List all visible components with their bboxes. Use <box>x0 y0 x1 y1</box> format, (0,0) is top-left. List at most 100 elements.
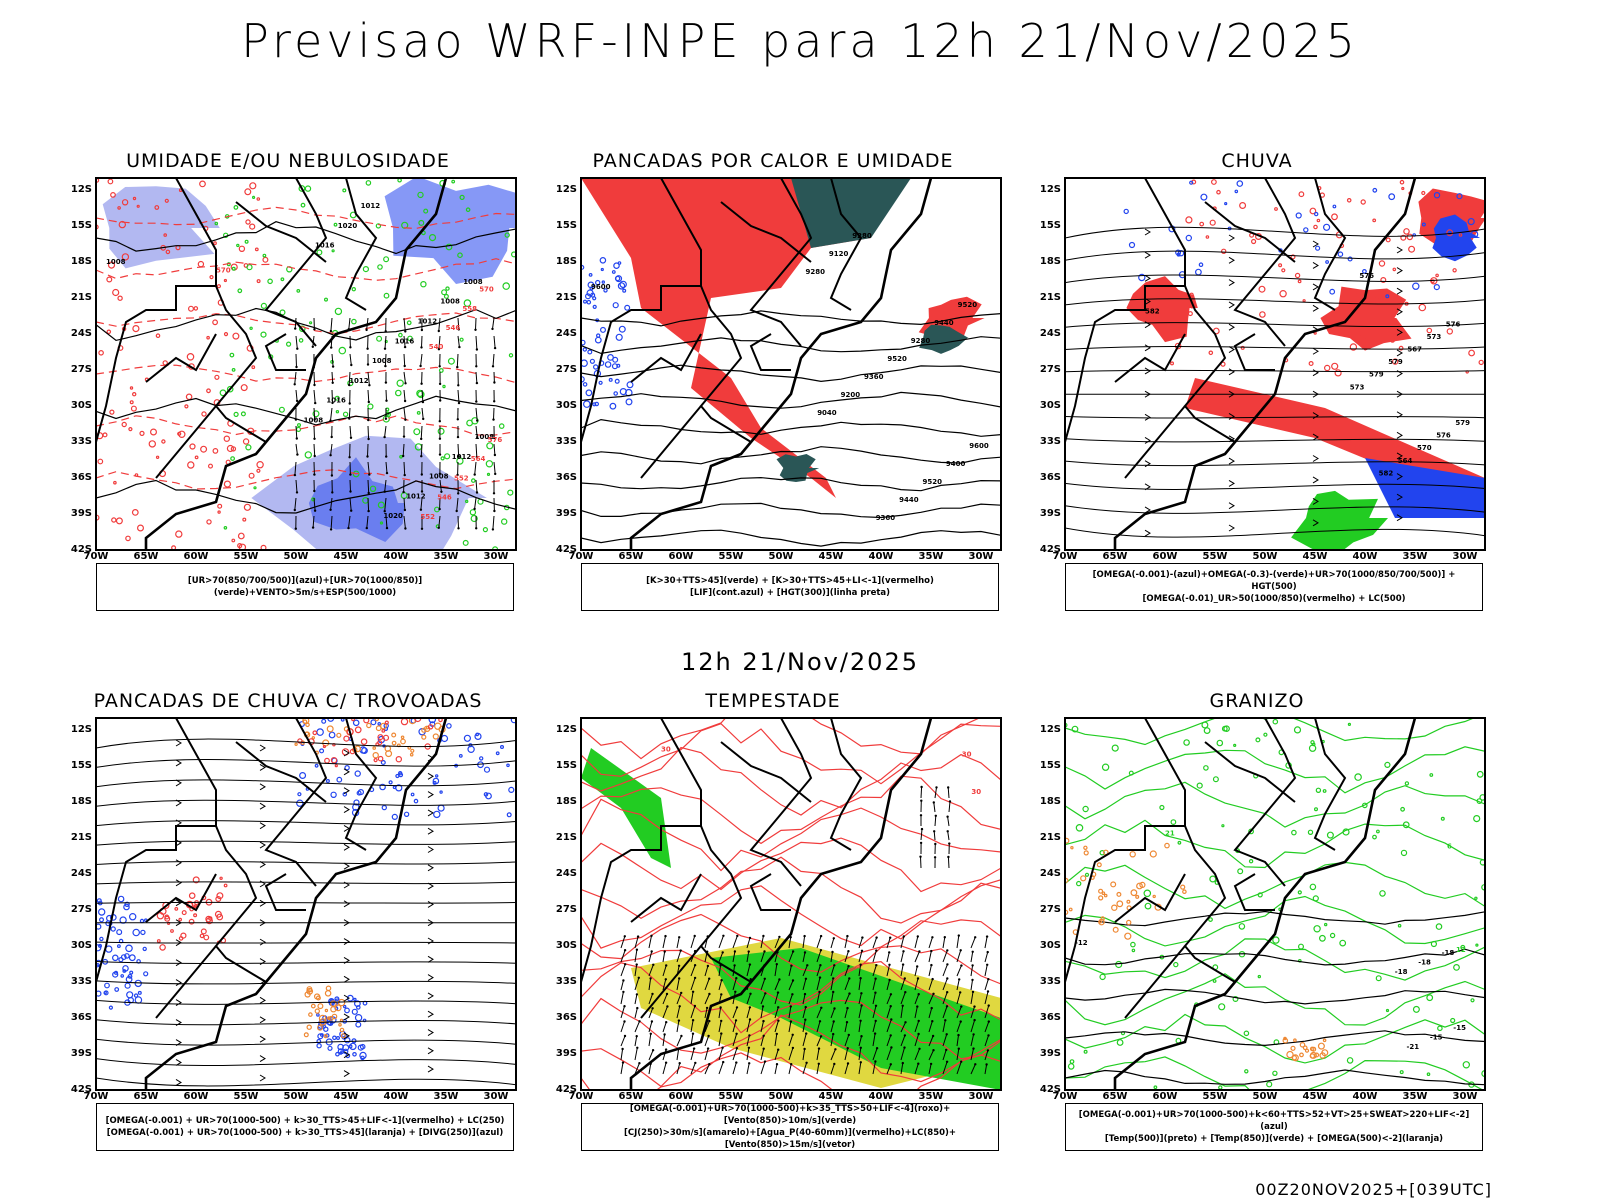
wind-vector-head <box>679 949 682 952</box>
wind-vector <box>475 425 478 438</box>
wind-vector-head <box>692 1047 696 1050</box>
temp-850-speckle-green <box>1404 781 1410 786</box>
omega-speckle-orange <box>1068 907 1073 912</box>
temp-850-speckle-green <box>1076 880 1082 887</box>
wind-vector-head <box>733 964 736 967</box>
rain-speckle-blue <box>1185 234 1193 242</box>
divergence-speckle-blue <box>342 792 348 797</box>
humidity-speckle-red <box>256 197 261 201</box>
wind-vector-head <box>833 964 836 967</box>
rain-speckle-red <box>1298 191 1305 198</box>
wind-vector <box>774 992 779 1005</box>
wind-vector-head <box>748 1034 751 1037</box>
wind-vector-head <box>313 489 316 493</box>
wind-vector-head <box>920 827 924 831</box>
humidity-speckle-green <box>383 292 390 299</box>
humidity-speckle-green <box>331 249 335 253</box>
temp-850-speckle-green <box>1101 763 1110 771</box>
map-border <box>95 177 517 551</box>
run-timestamp: 00Z20NOV2025+[039UTC] <box>1255 1180 1492 1199</box>
wind-vector-head <box>437 348 441 351</box>
divergence-speckle-blue <box>337 1043 344 1051</box>
flow-arrowhead <box>1144 298 1151 305</box>
humidity-speckle-green <box>417 191 424 199</box>
temp-500-contour-black <box>1065 988 1485 1005</box>
wind-vector <box>474 497 477 509</box>
humidity-speckle-green <box>377 264 383 270</box>
wind-vector <box>802 936 806 949</box>
wind-vector-head <box>367 509 370 513</box>
longitude-label: 40W <box>383 1091 409 1102</box>
divergence-speckle-blue <box>354 1000 361 1008</box>
wind-vector-head <box>457 401 461 405</box>
humidity-speckle-green <box>428 233 437 242</box>
wind-vector-head <box>959 949 962 952</box>
latitude-label: 21S <box>555 832 577 843</box>
wind-vector-head <box>457 527 460 530</box>
flow-arrowhead <box>1312 497 1319 505</box>
wind-vector <box>620 991 624 1005</box>
humidity-speckle-green <box>398 332 403 338</box>
wind-vector-head <box>677 964 681 967</box>
humidity-speckle-green <box>335 409 340 414</box>
lifted-index-contour-blue <box>617 282 626 290</box>
flow-arrowhead <box>1228 413 1235 420</box>
wind-vector <box>858 993 862 1005</box>
wind-vector-head <box>350 509 353 512</box>
wind-vector <box>900 936 905 949</box>
latitude-label: 30S <box>1039 940 1061 951</box>
wind-vector <box>704 1063 710 1075</box>
wind-vector <box>648 978 652 991</box>
map-panel: GRANIZO -12 -15 -18 -15 -18 -21 -18 21 12 6 12S 15S 1… <box>1017 690 1497 1180</box>
wind-vector <box>914 1048 920 1061</box>
state-border <box>749 333 791 371</box>
divergence-speckle-blue <box>96 944 102 952</box>
storm-speckle-red <box>351 718 356 722</box>
wind-vector-head <box>294 327 297 330</box>
wind-vector-head <box>366 455 369 458</box>
flow-arrowhead <box>1144 529 1151 537</box>
temp-850-speckle-green <box>1075 824 1084 832</box>
wind-vector-head <box>920 785 923 789</box>
temp-850-speckle-green <box>1257 974 1261 979</box>
storm-speckle-red <box>180 932 187 939</box>
wind-vector-head <box>859 963 862 966</box>
wind-vector <box>816 991 820 1005</box>
wind-vector <box>928 964 932 977</box>
latitude-label: 12S <box>1039 184 1061 195</box>
wind-vector-head <box>329 454 332 457</box>
contour-label: 1012 <box>452 453 472 461</box>
wind-vector-head <box>493 400 496 403</box>
temp-850-speckle-green <box>1400 806 1406 812</box>
wind-vector-head <box>313 509 317 512</box>
flow-arrowhead <box>1396 514 1403 522</box>
wind-vector-head <box>929 1062 933 1066</box>
wind-vector <box>914 951 920 963</box>
wind-850-area-green <box>581 748 671 868</box>
storm-speckle-orange <box>338 1022 342 1027</box>
humidity-speckle-green <box>463 299 472 307</box>
flow-arrowhead <box>1396 431 1403 439</box>
streamline-red <box>581 1014 1001 1088</box>
lifted-index-contour-blue <box>593 364 599 370</box>
wind-vector-head <box>888 978 891 982</box>
rain-area-blue <box>1432 214 1481 262</box>
humidity-speckle-green <box>445 286 450 291</box>
contour-label: 9440 <box>934 319 954 327</box>
longitude-label: 30W <box>483 1091 509 1102</box>
wind-vector-head <box>791 979 795 982</box>
lifted-index-contour-blue <box>600 326 607 333</box>
flow-arrowhead <box>1144 390 1151 398</box>
humidity-speckle-red <box>206 335 210 340</box>
wind-vector <box>620 964 626 977</box>
divergence-speckle-blue <box>346 994 354 1002</box>
wind-vector <box>676 937 680 949</box>
temp-850-speckle-green <box>1475 943 1479 947</box>
latitude-label: 42S <box>1039 1084 1061 1095</box>
wind-vector-head <box>707 1034 710 1038</box>
storm-speckle-orange <box>326 725 334 733</box>
humidity-speckle-red <box>154 205 160 210</box>
streamline-red <box>581 856 1001 924</box>
wind-vector-head <box>438 437 442 440</box>
streamline <box>96 1058 516 1067</box>
